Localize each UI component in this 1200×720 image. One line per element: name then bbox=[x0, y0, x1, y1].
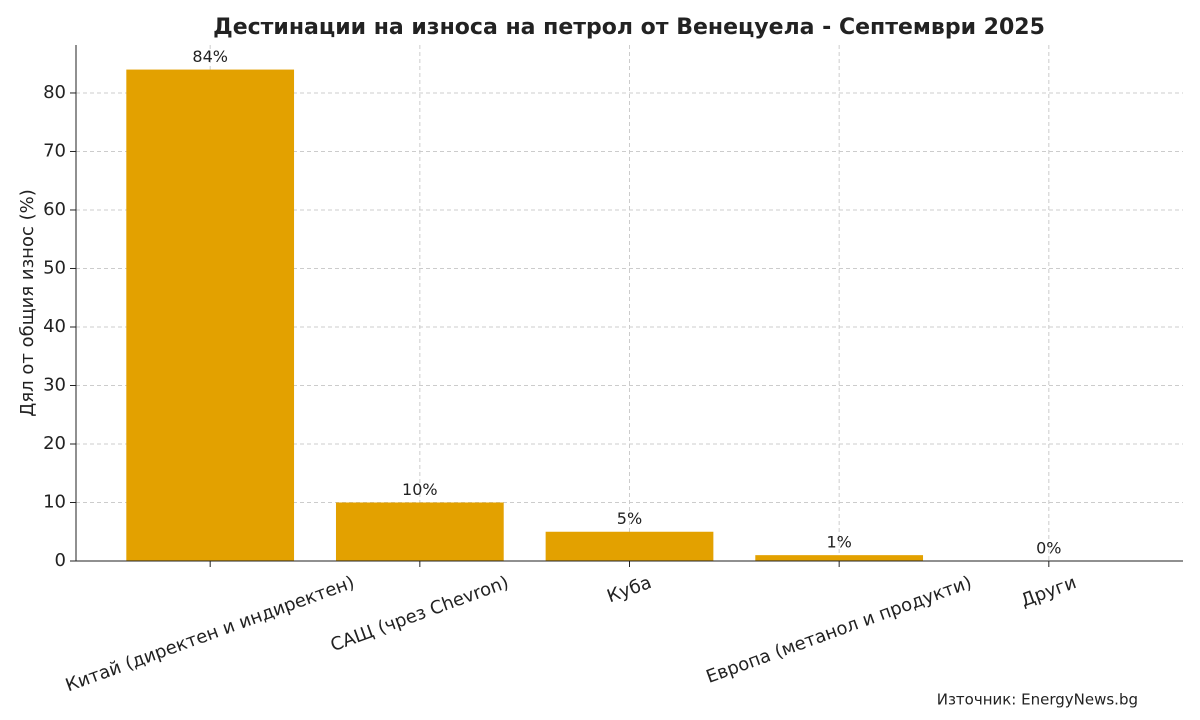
y-tick-label: 50 bbox=[43, 257, 66, 278]
source-note: Източник: EnergyNews.bg bbox=[937, 691, 1138, 709]
y-tick-label: 20 bbox=[43, 433, 66, 454]
x-tick-label: Европа (метанол и продукти) bbox=[703, 572, 974, 688]
bar bbox=[545, 531, 714, 561]
bar bbox=[335, 502, 504, 561]
x-tick-label: САЩ (чрез Chevron) bbox=[328, 572, 512, 656]
y-tick-label: 70 bbox=[43, 140, 66, 161]
value-label: 84% bbox=[192, 47, 228, 66]
bar bbox=[755, 555, 924, 561]
bar bbox=[126, 69, 295, 562]
value-label: 5% bbox=[617, 509, 642, 528]
y-tick-label: 30 bbox=[43, 374, 66, 395]
y-tick-label: 10 bbox=[43, 491, 66, 512]
value-label: 1% bbox=[826, 533, 851, 552]
y-tick-label: 60 bbox=[43, 199, 66, 220]
y-tick-label: 80 bbox=[43, 82, 66, 103]
y-axis-label: Дял от общия износ (%) bbox=[17, 189, 38, 416]
y-tick-label: 40 bbox=[43, 316, 66, 337]
value-label: 0% bbox=[1036, 539, 1061, 558]
x-tick-label: Куба bbox=[604, 572, 654, 607]
chart-title: Дестинации на износа на петрол от Венецу… bbox=[213, 15, 1045, 40]
x-tick-label: Китай (директен и индиректен) bbox=[63, 572, 358, 696]
y-tick-label: 0 bbox=[55, 550, 66, 571]
x-tick-label: Други bbox=[1018, 572, 1079, 611]
value-label: 10% bbox=[402, 480, 438, 499]
